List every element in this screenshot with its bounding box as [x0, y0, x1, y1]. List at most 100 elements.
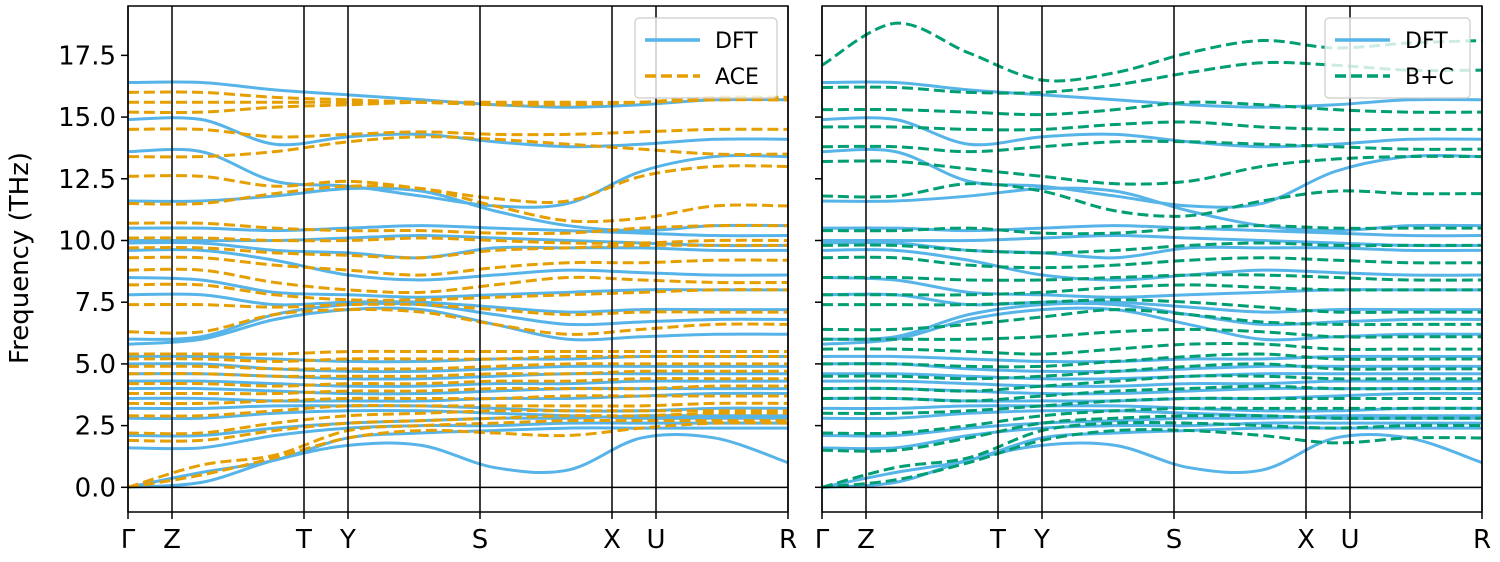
band-line: [822, 273, 1482, 282]
plot-area: [822, 21, 1482, 489]
series-dft: [822, 80, 1482, 489]
band-line: [822, 255, 1482, 270]
band-line: [822, 362, 1482, 374]
series-dft: [128, 80, 788, 489]
band-line: [822, 120, 1482, 132]
band-line: [822, 139, 1482, 154]
band-line: [128, 377, 788, 388]
band-line: [128, 418, 788, 489]
band-line: [822, 283, 1482, 297]
band-line: [128, 379, 788, 388]
x-tick-label: U: [646, 525, 665, 555]
band-line: [822, 379, 1482, 388]
x-tick-label: S: [1166, 525, 1183, 555]
band-line: [128, 362, 788, 371]
y-tick-label: 10.0: [58, 226, 116, 256]
band-line: [822, 362, 1482, 381]
band-line: [128, 135, 788, 159]
band-line: [128, 408, 788, 421]
legend-label: DFT: [1405, 29, 1448, 54]
band-line: [822, 154, 1482, 186]
legend-box: [1324, 17, 1471, 99]
band-line: [128, 394, 788, 406]
band-line: [128, 255, 788, 277]
band-line: [128, 243, 788, 260]
band-line: [128, 409, 788, 436]
axes-frame: [127, 5, 789, 513]
legend-label: ACE: [715, 65, 759, 90]
axes-frame: [821, 5, 1483, 513]
band-line: [822, 428, 1482, 489]
band-line: [128, 349, 788, 356]
x-tick-label: Y: [339, 525, 356, 555]
band-line: [128, 401, 788, 418]
y-tick-label: 5.0: [75, 350, 116, 380]
band-line: [822, 420, 1482, 489]
x-tick-label: R: [779, 525, 797, 555]
band-line: [822, 327, 1482, 341]
y-tick-label: 2.5: [75, 412, 116, 442]
series-b-c: [822, 21, 1482, 489]
series-ace: [128, 90, 788, 489]
x-tick-label: S: [472, 525, 489, 555]
y-tick-label: 12.5: [58, 165, 116, 195]
band-line: [822, 306, 1482, 346]
x-tick-label: Y: [1033, 525, 1050, 555]
band-line: [822, 301, 1482, 341]
band-line: [822, 352, 1482, 369]
y-tick-label: 17.5: [58, 41, 116, 71]
band-line: [128, 184, 788, 224]
band-line: [822, 413, 1482, 453]
band-line: [128, 147, 788, 209]
x-tick-label: Γ: [121, 525, 136, 555]
band-line: [128, 384, 788, 396]
x-tick-label: X: [1297, 525, 1315, 555]
band-line: [128, 306, 788, 346]
band-line: [128, 164, 788, 204]
band-line: [128, 236, 788, 245]
band-line: [128, 307, 788, 336]
y-tick-label: 7.5: [75, 288, 116, 318]
band-line: [128, 432, 788, 489]
band-line: [822, 384, 1482, 403]
band-line: [128, 421, 788, 489]
x-tick-label: T: [295, 525, 312, 555]
band-line: [822, 147, 1482, 209]
band-line: [822, 396, 1482, 415]
band-line: [822, 426, 1482, 489]
band-line: [822, 308, 1482, 332]
band-line: [128, 372, 788, 381]
legend: DFT B+C: [1324, 17, 1471, 99]
band-line: [822, 21, 1482, 83]
band-line: [128, 282, 788, 302]
band-line: [822, 248, 1482, 282]
x-tick-label: X: [603, 525, 621, 555]
y-tick-label: 0.0: [75, 473, 116, 503]
band-line: [822, 224, 1482, 236]
legend-label: B+C: [1405, 65, 1454, 90]
band-line: [822, 186, 1482, 233]
band-line: [822, 414, 1482, 438]
legend-label: DFT: [715, 29, 758, 54]
band-line: [128, 411, 788, 443]
band-line: [128, 267, 788, 295]
x-tick-label: T: [989, 525, 1006, 555]
band-line: [822, 241, 1482, 255]
band-line: [128, 362, 788, 374]
band-line: [822, 342, 1482, 356]
band-line: [128, 292, 788, 314]
x-tick-label: U: [1340, 525, 1359, 555]
band-line: [822, 116, 1482, 149]
band-line: [128, 248, 788, 282]
band-line: [128, 354, 788, 363]
band-line: [128, 116, 788, 149]
band-line: [822, 406, 1482, 436]
right-panel: Γ Z T Y S X U R DFT B+C: [815, 5, 1491, 555]
band-line: [822, 432, 1482, 489]
band-line: [128, 224, 788, 238]
band-line: [128, 90, 788, 107]
left-panel: Γ Z T Y S X U R 0.0 2.5 5.0 7.5 10.0 12.5 15.0 17.5 DFT A…: [58, 5, 797, 555]
band-line: [128, 301, 788, 341]
legend-box: [634, 17, 778, 99]
